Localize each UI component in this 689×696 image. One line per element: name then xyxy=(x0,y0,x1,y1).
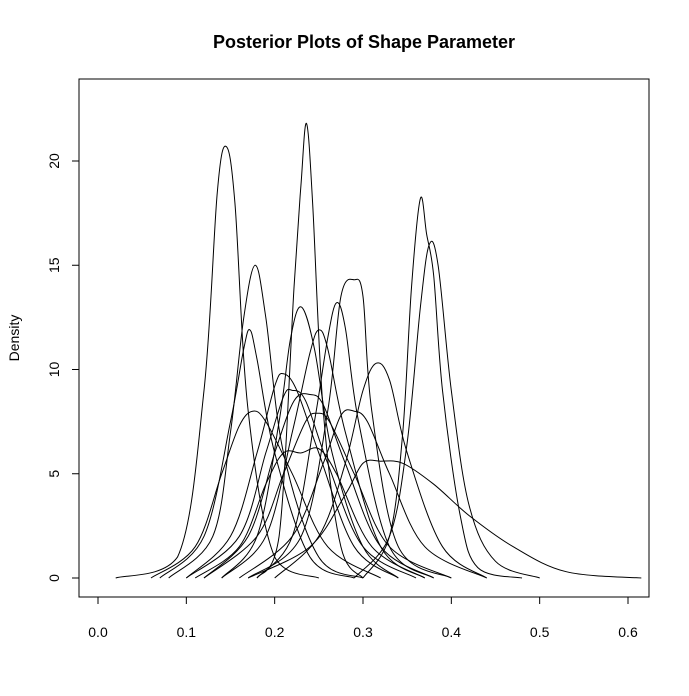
y-tick-label: 0 xyxy=(46,574,62,582)
chart-title: Posterior Plots of Shape Parameter xyxy=(213,32,515,52)
x-tick-label: 0.2 xyxy=(265,624,285,640)
density-curve xyxy=(247,278,452,579)
density-curve xyxy=(185,372,399,579)
density-curve xyxy=(203,412,452,579)
density-curve xyxy=(115,145,320,579)
x-tick-label: 0.6 xyxy=(618,624,638,640)
x-tick-label: 0.3 xyxy=(353,624,373,640)
density-curve xyxy=(362,196,523,579)
x-tick-label: 0.1 xyxy=(177,624,197,640)
y-axis: 0 5 10 15 20 xyxy=(46,153,80,582)
density-curve xyxy=(168,264,364,579)
x-tick-label: 0.0 xyxy=(88,624,108,640)
density-curve xyxy=(221,306,399,579)
density-curve xyxy=(150,410,381,579)
y-axis-label: Density xyxy=(6,315,22,362)
density-curve xyxy=(353,240,540,579)
y-tick-label: 10 xyxy=(46,362,62,378)
density-curve xyxy=(185,388,417,579)
density-curve xyxy=(256,122,364,579)
y-tick-label: 20 xyxy=(46,153,62,169)
density-curve xyxy=(203,393,434,579)
x-tick-label: 0.4 xyxy=(442,624,462,640)
density-curve xyxy=(194,447,426,579)
y-tick-label: 5 xyxy=(46,470,62,478)
density-curves xyxy=(115,122,642,579)
density-curve xyxy=(221,329,426,579)
density-curve xyxy=(238,409,487,579)
density-curve xyxy=(256,302,434,579)
x-axis: 0.0 0.1 0.2 0.3 0.4 0.5 0.6 xyxy=(88,596,638,640)
density-curve xyxy=(274,362,487,579)
plot-frame xyxy=(78,78,650,598)
y-tick-label: 15 xyxy=(46,257,62,273)
x-tick-label: 0.5 xyxy=(530,624,550,640)
density-curve xyxy=(247,459,642,579)
